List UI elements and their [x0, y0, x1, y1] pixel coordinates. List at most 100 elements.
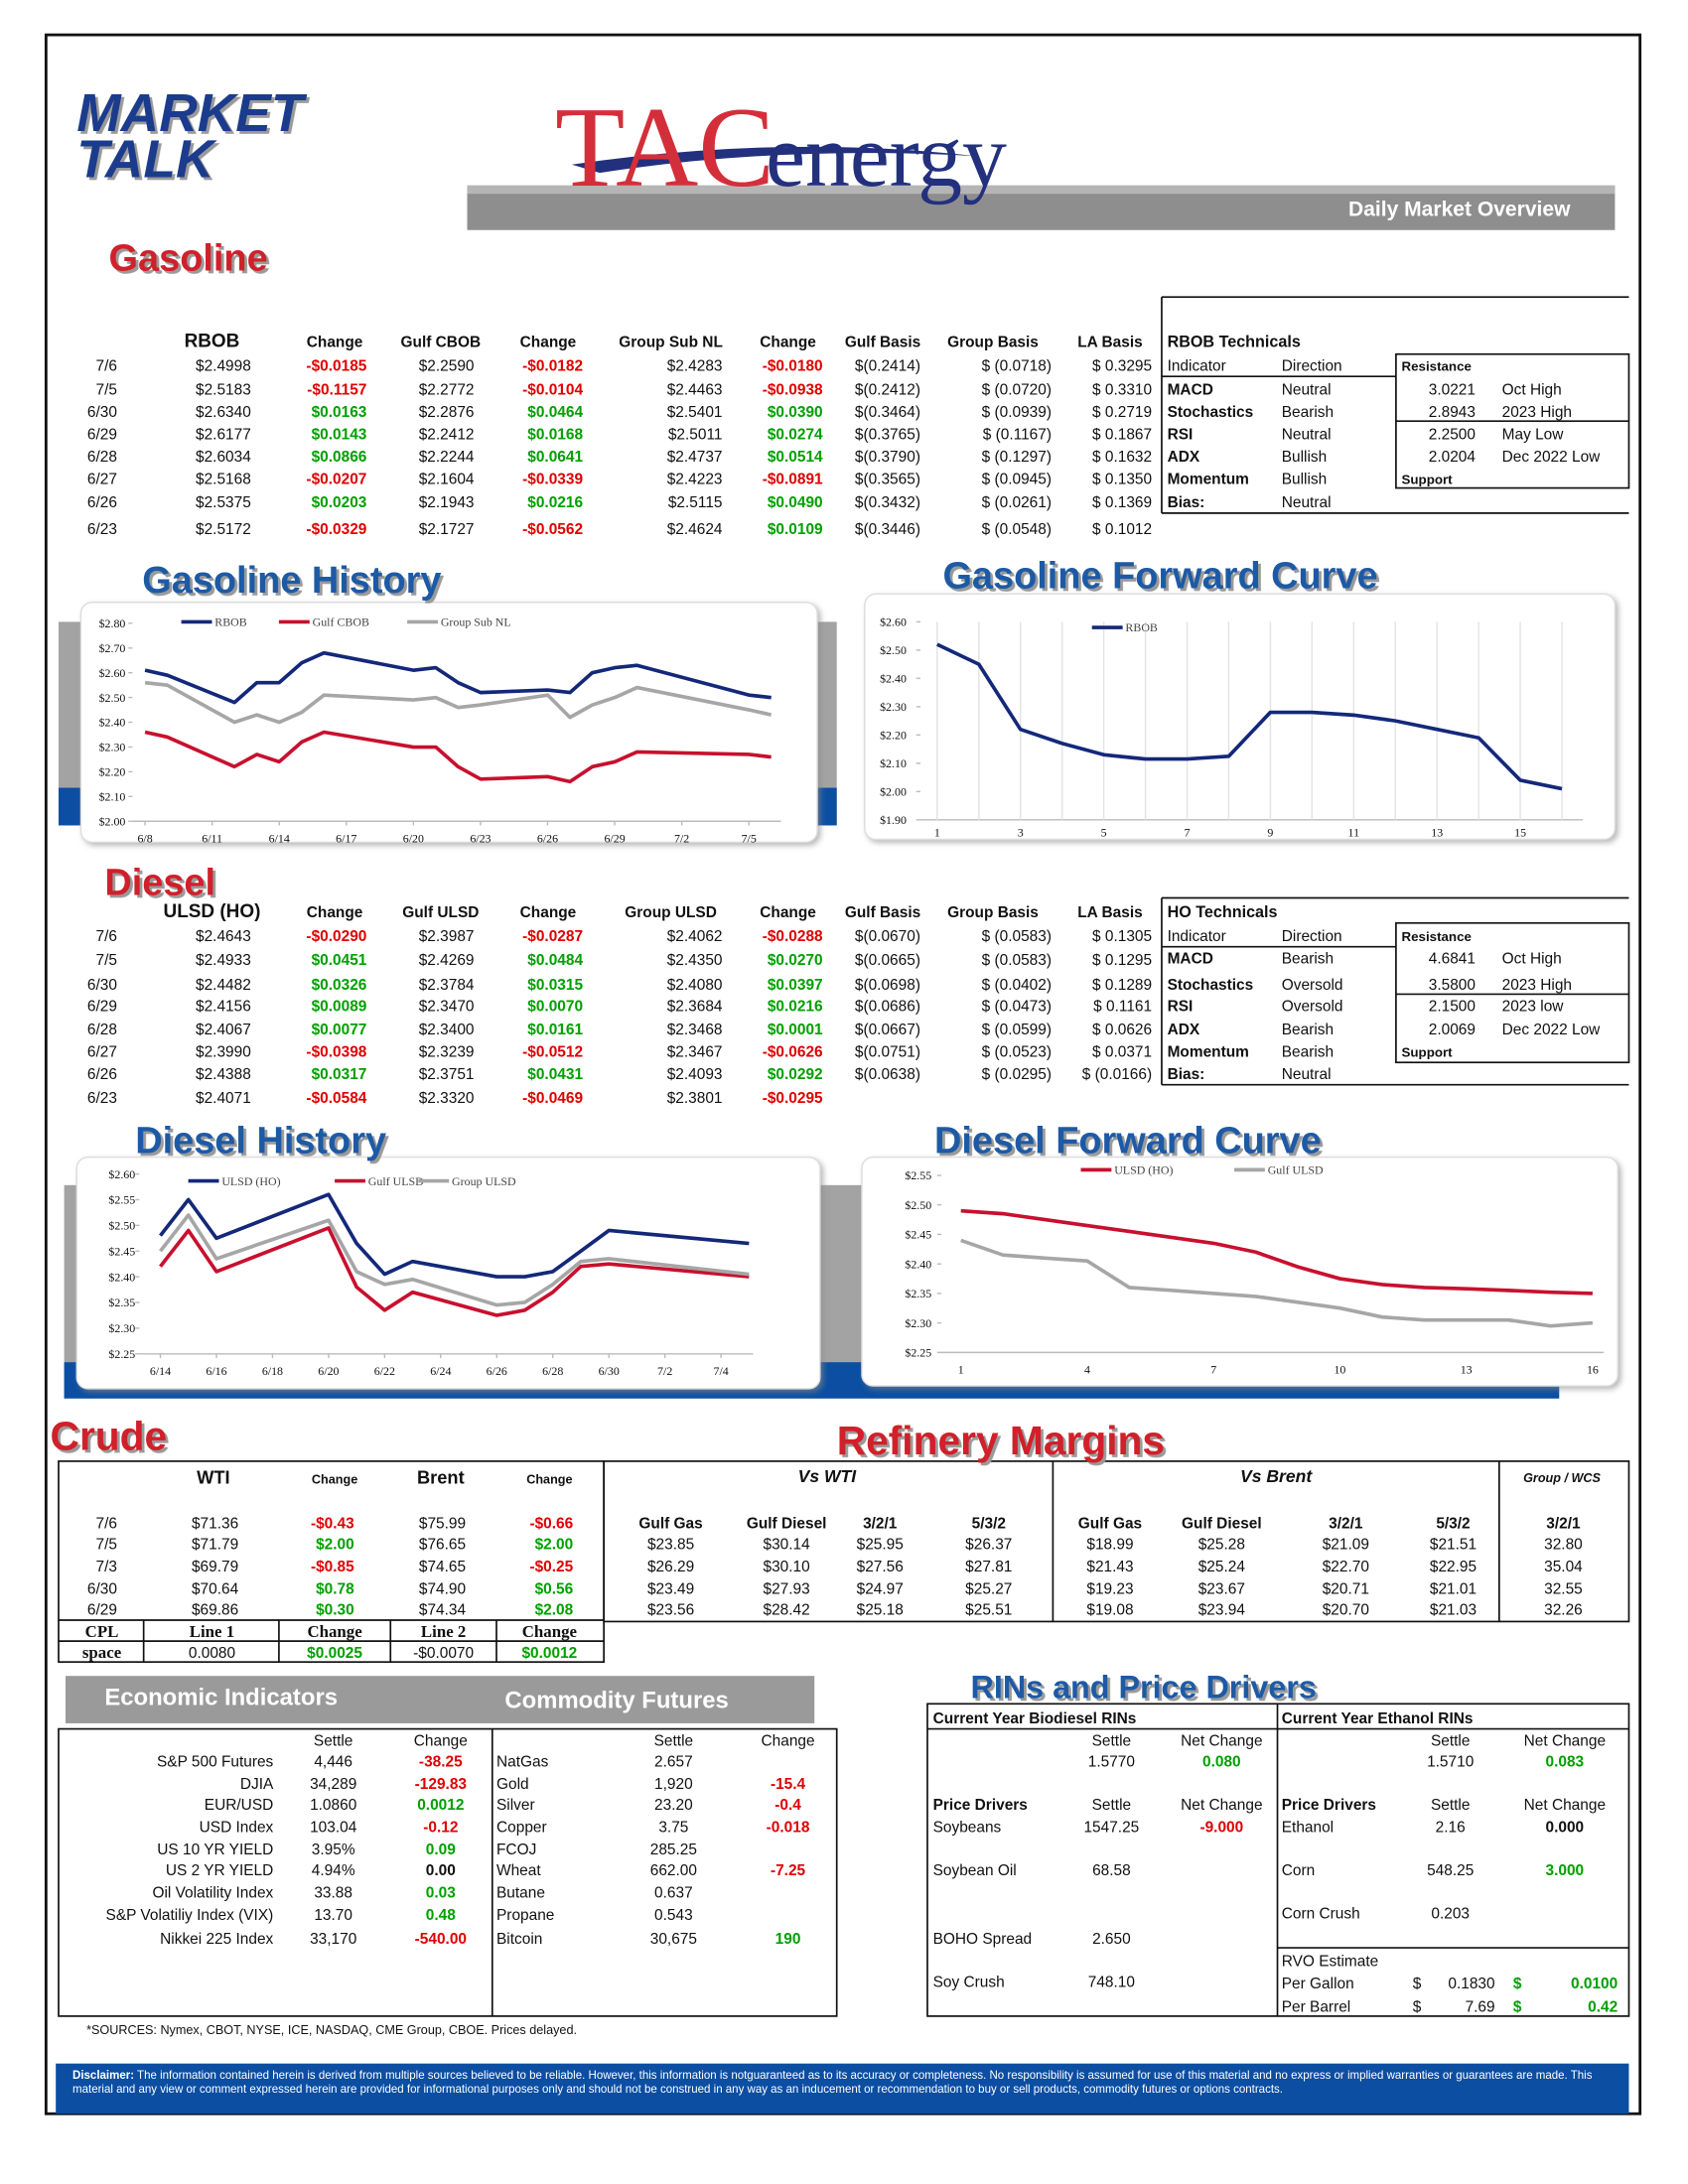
cell-text: -0.4: [774, 1797, 801, 1814]
column-header: Brent: [417, 1466, 465, 1487]
series-line: [960, 1208, 1593, 1296]
indicator: ADX: [1168, 449, 1200, 466]
row-date: 6/23: [87, 521, 117, 538]
indicator: Stochastics: [1168, 404, 1254, 421]
y-tick-label: $2.60: [880, 615, 907, 629]
level: 2.8943: [1429, 404, 1476, 421]
cell-text: 0.000: [1546, 1820, 1585, 1837]
column-header: Group Basis: [947, 335, 1039, 351]
cell-text: -$0.0288: [763, 928, 823, 945]
row-date: 7/5: [96, 381, 117, 398]
cell-text: -$0.0180: [763, 358, 823, 375]
cell-text: -$0.0295: [763, 1090, 823, 1107]
cell-text: $2.4223: [667, 471, 723, 487]
cell-text: $(0.0698): [855, 977, 920, 994]
cell-text: $0.0464: [527, 404, 583, 421]
direction: Neutral: [1282, 426, 1332, 443]
technicals-header: Resistance: [1402, 359, 1472, 374]
cell-text: $ 0.0626: [1092, 1022, 1152, 1038]
chart-title: Diesel Forward Curve: [934, 1121, 1322, 1162]
cell-text: 68.58: [1092, 1862, 1131, 1879]
group-header: Vs WTI: [798, 1466, 858, 1486]
cell-text: $ (0.1297): [982, 449, 1052, 466]
row-label: Wheat: [496, 1862, 541, 1879]
legend-label: Group Sub NL: [441, 615, 511, 629]
cell-text: $(0.3565): [855, 471, 920, 487]
cell-text: 4,446: [314, 1754, 352, 1771]
x-tick-label: 7/5: [742, 831, 757, 845]
legend-label: RBOB: [214, 615, 247, 629]
direction: Neutral: [1282, 494, 1332, 511]
x-tick-label: 5: [1101, 826, 1107, 840]
cell-text: $ 0.1632: [1092, 449, 1152, 466]
column-header: Gulf Gas: [1078, 1515, 1142, 1532]
row-date: 6/28: [87, 449, 117, 466]
cell-text: 4.94%: [312, 1862, 355, 1879]
row-date: 6/30: [87, 404, 117, 421]
row-label: Oil Volatility Index: [152, 1885, 273, 1902]
y-tick-label: $1.90: [880, 813, 907, 827]
y-tick-label: $2.40: [905, 1257, 931, 1271]
cell-text: 3.95%: [312, 1842, 355, 1858]
column-header: Gulf Gas: [638, 1515, 702, 1532]
legend-label: RBOB: [1125, 620, 1158, 634]
cell-text: -0.018: [767, 1820, 810, 1837]
x-tick-label: 6/30: [599, 1364, 620, 1378]
series-line: [159, 1192, 750, 1279]
cell-text: $0.0216: [768, 998, 823, 1015]
cell-text: $24.97: [857, 1580, 904, 1597]
cell-text: $2.3400: [419, 1022, 475, 1038]
technicals-frame: [1161, 296, 1630, 1086]
technicals-header: Indicator: [1168, 928, 1226, 945]
cell-text: -9.000: [1199, 1820, 1243, 1837]
cell-text: 0.543: [654, 1907, 693, 1924]
cell-text: $(0.3446): [855, 521, 920, 538]
cell-text: 0.0100: [1571, 1976, 1618, 1992]
cell-text: $ (0.0523): [982, 1044, 1052, 1061]
table-frame: [58, 1460, 1630, 2017]
y-tick-label: $2.30: [99, 741, 126, 754]
cell-text: 0.0012: [417, 1797, 464, 1814]
cell-text: $ 0.0371: [1092, 1044, 1152, 1061]
column-header: Change: [762, 1732, 815, 1749]
cell-text: $21.51: [1430, 1536, 1477, 1553]
cpl-cell: Line 1: [190, 1622, 234, 1641]
cell-text: $ (0.0548): [982, 521, 1052, 538]
indicator: RSI: [1168, 998, 1194, 1015]
indicator: Bias:: [1168, 494, 1205, 511]
cpl-cell: Change: [307, 1622, 362, 1641]
column-header: Change: [307, 335, 363, 351]
x-tick-label: 1: [934, 826, 940, 840]
cell-text: 1.5770: [1088, 1754, 1135, 1771]
cell-text: $ 0.1295: [1092, 952, 1152, 969]
row-label: Butane: [496, 1885, 545, 1902]
row-date: 6/29: [87, 426, 117, 443]
sources-note: *SOURCES: Nymex, CBOT, NYSE, ICE, NASDAQ…: [86, 2023, 577, 2037]
x-tick-label: 6/20: [318, 1364, 339, 1378]
cell-text: $25.28: [1198, 1536, 1245, 1553]
cell-text: -$0.0287: [522, 928, 583, 945]
row-label: S&P 500 Futures: [157, 1754, 274, 1771]
cell-text: 2.657: [654, 1754, 693, 1771]
cell-text: $0.0315: [527, 977, 583, 994]
series-line: [159, 1213, 750, 1307]
cpl-cell: CPL: [85, 1622, 119, 1641]
cell-text: $2.4071: [196, 1090, 251, 1107]
x-tick-label: 6/24: [430, 1364, 451, 1378]
cell-text: $(0.3765): [855, 426, 920, 443]
cell-text: $2.5375: [196, 494, 251, 511]
x-tick-label: 7: [1210, 1362, 1216, 1376]
x-tick-label: 6/23: [470, 831, 491, 845]
y-tick-label: $2.50: [880, 643, 907, 657]
cell-text: -$0.66: [529, 1515, 573, 1532]
direction: Bearish: [1282, 1044, 1334, 1061]
cell-text: $2.00: [316, 1536, 354, 1553]
cell-text: $ 0.1350: [1092, 471, 1152, 487]
level-note: Dec 2022 Low: [1502, 449, 1602, 466]
cell-text: $2.3784: [419, 977, 475, 994]
disclaimer-label: Disclaimer:: [72, 2069, 135, 2082]
x-tick-label: 7: [1185, 826, 1191, 840]
cell-text: 0.080: [1202, 1754, 1241, 1771]
cell-text: -$0.0182: [522, 358, 583, 375]
